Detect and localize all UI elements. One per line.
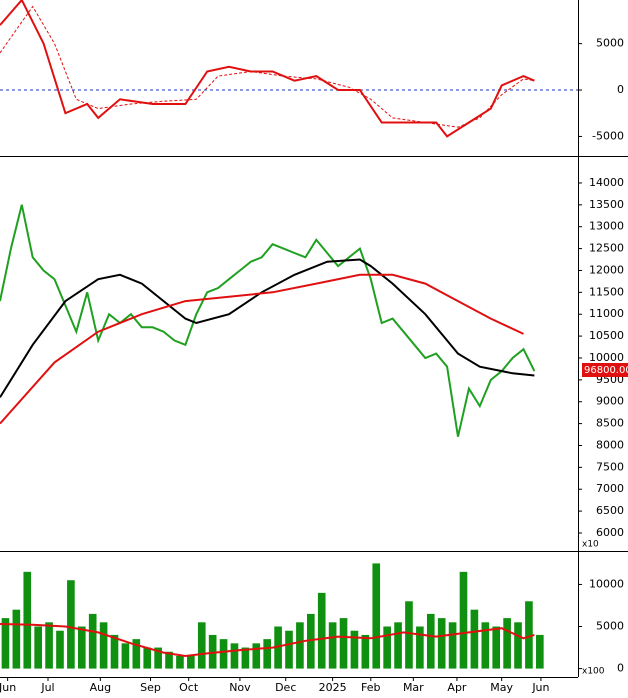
- volume-bar: [339, 618, 348, 669]
- volume-bar: [437, 618, 446, 669]
- volume-bar: [230, 643, 239, 669]
- volume-bar: [448, 622, 457, 669]
- line: [0, 273, 524, 425]
- x-tick-label: 2025: [319, 681, 347, 694]
- y-tick-label: 7500: [596, 460, 624, 473]
- y-tick-label: 5000: [596, 620, 624, 633]
- unit-label: x100: [582, 667, 605, 677]
- y-tick-label: -5000: [592, 129, 624, 142]
- volume-bar: [525, 601, 533, 669]
- x-tick-label: Jul: [40, 681, 54, 694]
- volume-bar: [372, 563, 381, 669]
- x-tick-label: Jun: [531, 681, 549, 694]
- volume-bar: [274, 626, 282, 669]
- volume-bar: [296, 622, 304, 669]
- volume-bar: [536, 634, 544, 669]
- volume-bar: [67, 580, 75, 669]
- y-tick-label: 10000: [589, 577, 624, 590]
- unit-label: x10: [582, 540, 599, 550]
- volume-bar: [77, 626, 86, 669]
- volume-bar: [263, 639, 272, 669]
- volume-bar: [481, 622, 490, 669]
- volume-bar: [394, 622, 402, 669]
- y-tick-label: 6000: [596, 526, 624, 539]
- y-tick-label: 9000: [596, 395, 624, 408]
- line: [0, 258, 535, 398]
- y-tick-label: 12500: [589, 242, 624, 255]
- x-tick-label: Nov: [229, 681, 251, 694]
- volume-bar: [459, 571, 468, 669]
- volume-bar: [154, 647, 162, 669]
- volume-bar: [1, 618, 10, 669]
- volume-bar: [88, 613, 97, 669]
- y-tick-label: 10000: [589, 351, 624, 364]
- volume-bar: [99, 622, 108, 669]
- x-tick-label: May: [490, 681, 513, 694]
- y-tick-label: 5000: [596, 37, 624, 50]
- volume-bar: [45, 622, 53, 669]
- volume-bar: [143, 647, 152, 669]
- volume-bar: [383, 626, 391, 669]
- volume-bar: [34, 626, 42, 669]
- x-tick-label: Jun: [0, 681, 16, 694]
- y-tick-label: 11000: [589, 307, 624, 320]
- volume-bar: [187, 655, 195, 669]
- line: [0, 623, 535, 658]
- volume-bar: [426, 613, 435, 669]
- y-tick-label: 8000: [596, 438, 624, 451]
- line: [0, 5, 535, 128]
- volume-bar: [361, 634, 370, 669]
- volume-bar: [56, 630, 64, 669]
- volume-bar: [285, 630, 293, 669]
- volume-bar: [503, 618, 511, 669]
- x-tick-label: Dec: [275, 681, 296, 694]
- volume-bar: [23, 571, 32, 669]
- volume-bar: [132, 639, 141, 669]
- volume-bar: [416, 626, 424, 669]
- volume-bar: [306, 613, 315, 669]
- y-tick-label: 6500: [596, 504, 624, 517]
- volume-bar: [252, 643, 261, 669]
- volume-bar: [219, 639, 228, 669]
- line: [0, 0, 535, 138]
- volume-bar: [208, 634, 217, 669]
- volume-bar: [197, 622, 206, 669]
- y-tick-label: 13500: [589, 198, 624, 211]
- price-box: [582, 363, 628, 377]
- volume-bar: [470, 609, 479, 669]
- x-tick-label: Feb: [361, 681, 380, 694]
- y-tick-label: 14000: [589, 176, 624, 189]
- line: [0, 204, 536, 437]
- volume-bar: [241, 647, 250, 669]
- volume-bar: [110, 634, 119, 669]
- volume-bar: [12, 609, 21, 669]
- volume-bar: [176, 655, 184, 669]
- volume-bar: [350, 630, 359, 669]
- x-tick-label: Mar: [403, 681, 424, 694]
- y-tick-label: 0: [617, 662, 624, 675]
- y-tick-label: 13000: [589, 220, 624, 233]
- y-tick-label: 7000: [596, 482, 624, 495]
- x-tick-label: Sep: [140, 681, 161, 694]
- x-tick-label: Apr: [447, 681, 467, 694]
- volume-bar: [405, 601, 413, 669]
- y-tick-label: 10500: [589, 329, 624, 342]
- volume-bar: [165, 651, 173, 669]
- y-tick-label: 12000: [589, 263, 624, 276]
- volume-bar: [121, 643, 130, 669]
- y-tick-label: 0: [617, 83, 624, 96]
- volume-bar: [328, 622, 337, 669]
- y-tick-label: 11500: [589, 285, 624, 298]
- x-tick-label: Aug: [90, 681, 111, 694]
- price-label: 96800.00: [584, 365, 628, 376]
- volume-bar: [317, 592, 326, 669]
- y-tick-label: 8500: [596, 417, 624, 430]
- x-tick-label: Oct: [179, 681, 199, 694]
- volume-bar: [492, 626, 501, 669]
- volume-bar: [514, 622, 522, 669]
